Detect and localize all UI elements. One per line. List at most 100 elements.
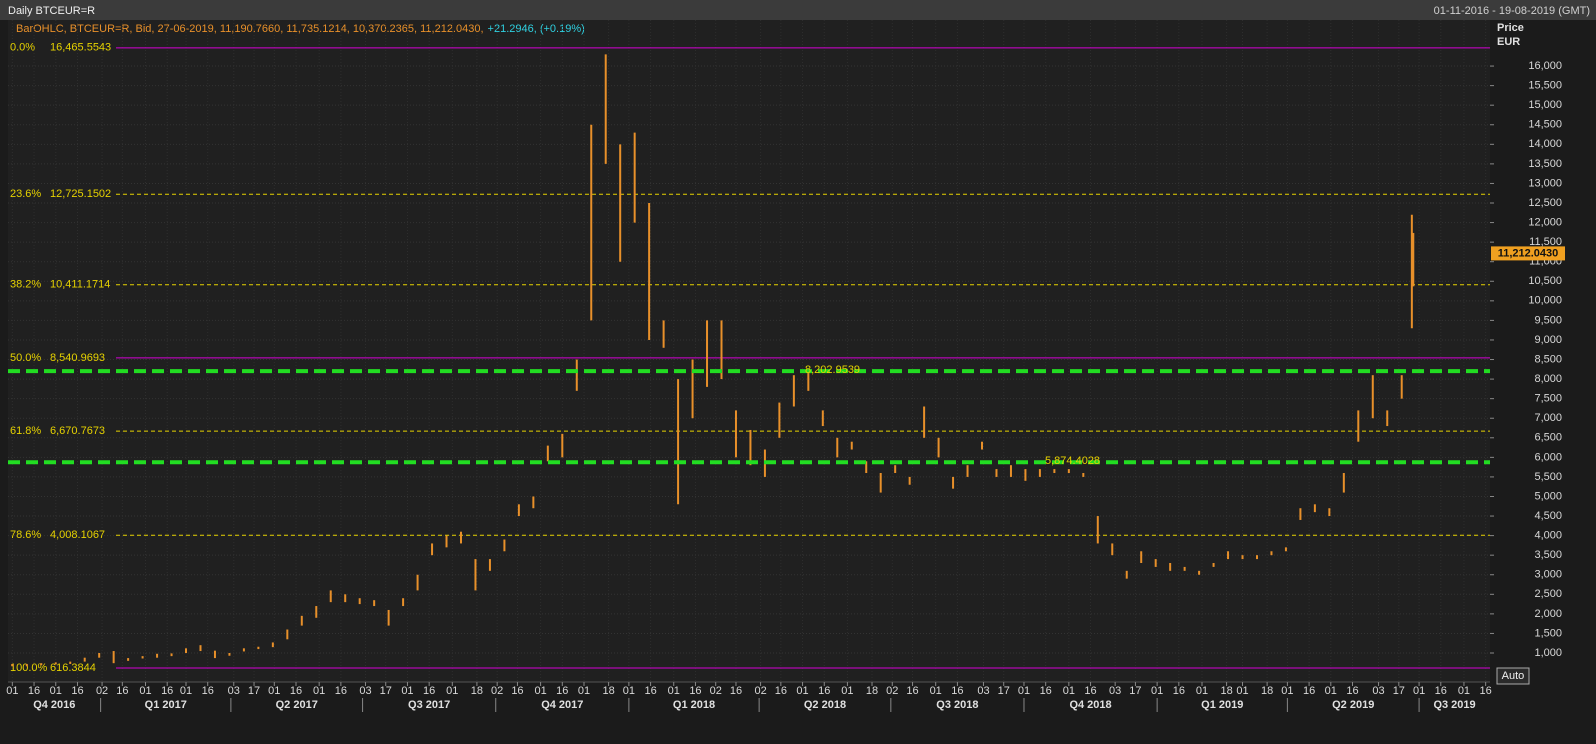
quarter-label: Q2 2019 — [1332, 699, 1374, 711]
x-tick-label: 02 — [491, 685, 503, 697]
x-tick-label: 01 — [50, 685, 62, 697]
x-tick-label: 01 — [534, 685, 546, 697]
y-tick-label: 4,000 — [1534, 530, 1562, 542]
x-tick-label: 18 — [471, 685, 483, 697]
chart-title: Daily BTCEUR=R — [8, 5, 95, 17]
x-tick-label: 16 — [423, 685, 435, 697]
x-tick-label: 01 — [6, 685, 18, 697]
legend: BarOHLC, BTCEUR=R, Bid, 27-06-2019, 11,1… — [16, 23, 585, 35]
x-tick-label: 16 — [511, 685, 523, 697]
x-tick-label: 01 — [930, 685, 942, 697]
x-tick-label: 16 — [556, 685, 568, 697]
x-tick-label: 16 — [290, 685, 302, 697]
x-tick-label: 16 — [1480, 685, 1492, 697]
x-tick-label: 02 — [710, 685, 722, 697]
x-tick-label: 03 — [1109, 685, 1121, 697]
y-tick-label: 9,500 — [1534, 314, 1562, 326]
y-axis-unit: EUR — [1497, 36, 1520, 48]
y-tick-label: 3,500 — [1534, 549, 1562, 561]
x-tick-label: 18 — [1220, 685, 1232, 697]
fib-level-value: 4,008.1067 — [50, 529, 105, 541]
x-tick-label: 01 — [1413, 685, 1425, 697]
x-tick-label: 17 — [1129, 685, 1141, 697]
x-tick-label: 16 — [775, 685, 787, 697]
x-tick-label: 01 — [1458, 685, 1470, 697]
fib-level-name: 78.6% — [10, 529, 41, 541]
y-tick-label: 12,500 — [1528, 197, 1562, 209]
x-tick-label: 16 — [71, 685, 83, 697]
fib-level-value: 8,540.9693 — [50, 352, 105, 364]
y-tick-label: 7,000 — [1534, 412, 1562, 424]
quarter-label: Q1 2017 — [145, 699, 187, 711]
x-tick-label: 16 — [335, 685, 347, 697]
x-tick-label: 01 — [446, 685, 458, 697]
x-tick-label: 16 — [1346, 685, 1358, 697]
quarter-label: Q4 2018 — [1069, 699, 1111, 711]
fib-level-name: 50.0% — [10, 352, 41, 364]
x-tick-label: 17 — [1393, 685, 1405, 697]
y-tick-label: 11,500 — [1529, 236, 1562, 248]
x-tick-label: 16 — [644, 685, 656, 697]
quarter-label: Q3 2019 — [1433, 699, 1475, 711]
fib-level-name: 100.0% — [10, 662, 48, 674]
y-tick-label: 1,500 — [1534, 627, 1562, 639]
legend-change: +21.2946, (+0.19%) — [488, 23, 585, 35]
y-tick-label: 1,000 — [1534, 647, 1562, 659]
last-price-label: 11,212.0430 — [1498, 247, 1559, 259]
date-range: 01-11-2016 - 19-08-2019 (GMT) — [1434, 5, 1590, 17]
x-tick-label: 18 — [602, 685, 614, 697]
quarter-label: Q4 2016 — [33, 699, 75, 711]
fib-level-value: 12,725.1502 — [50, 188, 111, 200]
x-tick-label: 18 — [866, 685, 878, 697]
auto-button-label[interactable]: Auto — [1502, 670, 1525, 682]
header-bar — [0, 0, 1596, 20]
y-tick-label: 10,500 — [1528, 275, 1562, 287]
y-tick-label: 10,000 — [1528, 295, 1562, 307]
x-tick-label: 01 — [668, 685, 680, 697]
x-tick-label: 16 — [951, 685, 963, 697]
x-tick-label: 01 — [1236, 685, 1248, 697]
plot-area — [8, 20, 1490, 682]
quarter-label: Q3 2017 — [408, 699, 450, 711]
y-tick-label: 5,500 — [1534, 471, 1562, 483]
x-tick-label: 03 — [977, 685, 989, 697]
x-tick-label: 01 — [1063, 685, 1075, 697]
x-tick-label: 01 — [401, 685, 413, 697]
x-tick-label: 16 — [906, 685, 918, 697]
fib-level-name: 38.2% — [10, 279, 41, 291]
x-tick-label: 01 — [796, 685, 808, 697]
fib-level-name: 61.8% — [10, 425, 41, 437]
x-tick-label: 01 — [623, 685, 635, 697]
x-tick-label: 17 — [380, 685, 392, 697]
y-tick-label: 6,500 — [1534, 432, 1562, 444]
x-tick-label: 18 — [1261, 685, 1273, 697]
y-tick-label: 4,500 — [1534, 510, 1562, 522]
x-tick-label: 02 — [96, 685, 108, 697]
y-tick-label: 13,500 — [1528, 158, 1562, 170]
y-tick-label: 6,000 — [1534, 451, 1562, 463]
fib-level-name: 0.0% — [10, 42, 35, 54]
fib-level-value: 10,411.1714 — [50, 279, 110, 291]
quarter-label: Q2 2018 — [804, 699, 846, 711]
y-tick-label: 12,000 — [1528, 216, 1562, 228]
fib-level-value: 6,670.7673 — [50, 425, 105, 437]
fib-level-name: 23.6% — [10, 188, 41, 200]
x-tick-label: 16 — [1084, 685, 1096, 697]
x-tick-label: 01 — [578, 685, 590, 697]
x-tick-label: 01 — [1018, 685, 1030, 697]
x-tick-label: 03 — [1372, 685, 1384, 697]
auto-button[interactable] — [1496, 667, 1530, 685]
x-tick-label: 01 — [1281, 685, 1293, 697]
quarter-label: Q3 2018 — [936, 699, 978, 711]
quarter-label: Q4 2017 — [541, 699, 583, 711]
x-tick-label: 16 — [116, 685, 128, 697]
last-price-tag — [1491, 246, 1565, 261]
x-tick-label: 16 — [818, 685, 830, 697]
y-tick-label: 5,000 — [1534, 490, 1562, 502]
y-tick-label: 15,000 — [1528, 99, 1562, 111]
y-tick-label: 16,000 — [1528, 60, 1562, 72]
x-tick-label: 16 — [730, 685, 742, 697]
x-tick-label: 16 — [689, 685, 701, 697]
x-tick-label: 03 — [228, 685, 240, 697]
